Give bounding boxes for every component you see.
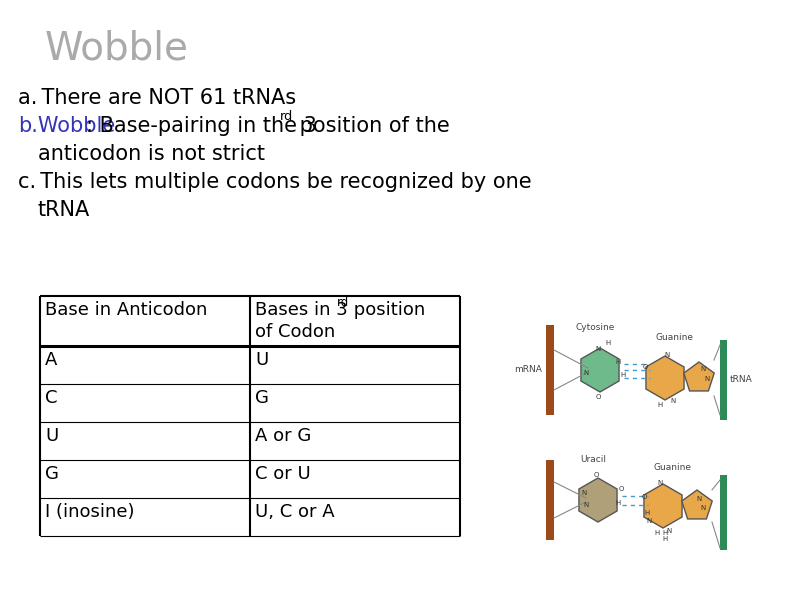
- Text: O: O: [642, 364, 648, 370]
- Text: N: N: [583, 502, 589, 508]
- Text: Guanine: Guanine: [654, 463, 692, 472]
- Text: H: H: [606, 340, 610, 346]
- Polygon shape: [682, 490, 712, 519]
- Text: Base in Anticodon: Base in Anticodon: [45, 301, 207, 319]
- Text: G: G: [45, 465, 59, 483]
- Text: tRNA: tRNA: [38, 200, 90, 220]
- Text: N: N: [583, 370, 589, 376]
- Text: N: N: [664, 352, 670, 358]
- Text: O: O: [618, 486, 624, 492]
- Text: tRNA: tRNA: [730, 376, 753, 385]
- Text: H: H: [662, 530, 668, 536]
- Text: position: position: [348, 301, 426, 319]
- Text: N: N: [646, 518, 652, 524]
- Text: U: U: [255, 351, 268, 369]
- Text: Cytosine: Cytosine: [575, 323, 614, 332]
- Text: A or G: A or G: [255, 427, 311, 445]
- Text: U: U: [45, 427, 58, 445]
- Text: c. This lets multiple codons be recognized by one: c. This lets multiple codons be recogniz…: [18, 172, 532, 192]
- Text: anticodon is not strict: anticodon is not strict: [38, 144, 265, 164]
- Text: Wobble: Wobble: [45, 30, 189, 68]
- Text: rd: rd: [280, 110, 294, 123]
- Polygon shape: [684, 362, 714, 391]
- Bar: [546, 325, 554, 415]
- Text: N: N: [696, 496, 702, 502]
- Text: N: N: [704, 376, 710, 382]
- Text: H: H: [615, 359, 621, 365]
- Text: position of the: position of the: [293, 116, 450, 136]
- Text: N: N: [666, 528, 672, 534]
- Polygon shape: [646, 356, 684, 400]
- Text: Uracil: Uracil: [580, 455, 606, 464]
- Text: Guanine: Guanine: [656, 333, 694, 342]
- Text: N: N: [700, 505, 706, 511]
- Polygon shape: [644, 484, 682, 528]
- Text: H: H: [620, 372, 626, 378]
- Text: H: H: [644, 510, 650, 516]
- Text: H: H: [615, 500, 621, 506]
- Text: N: N: [658, 480, 662, 486]
- Text: O: O: [642, 494, 646, 500]
- Text: H: H: [654, 530, 660, 536]
- Text: rd: rd: [337, 296, 350, 309]
- Bar: [546, 460, 554, 540]
- Text: C: C: [45, 389, 58, 407]
- Text: H: H: [662, 536, 668, 542]
- Text: a. There are NOT 61 tRNAs: a. There are NOT 61 tRNAs: [18, 88, 296, 108]
- Text: A: A: [45, 351, 58, 369]
- Bar: [720, 475, 727, 550]
- Text: O: O: [595, 394, 601, 400]
- Text: mRNA: mRNA: [514, 365, 542, 374]
- Text: : Base-pairing in the 3: : Base-pairing in the 3: [86, 116, 317, 136]
- Text: G: G: [255, 389, 269, 407]
- Text: N: N: [670, 398, 676, 404]
- Text: b.Wobble: b.Wobble: [18, 116, 115, 136]
- Text: I (inosine): I (inosine): [45, 503, 134, 521]
- Text: N: N: [595, 346, 601, 352]
- Text: N: N: [700, 366, 706, 372]
- Text: of Codon: of Codon: [255, 323, 335, 341]
- Polygon shape: [581, 348, 619, 392]
- Text: Bases in 3: Bases in 3: [255, 301, 348, 319]
- Text: O: O: [594, 472, 598, 478]
- Bar: [720, 340, 727, 420]
- Text: C or U: C or U: [255, 465, 310, 483]
- Polygon shape: [579, 478, 617, 522]
- Text: H: H: [658, 402, 662, 408]
- Text: N: N: [582, 490, 586, 496]
- Text: U, C or A: U, C or A: [255, 503, 334, 521]
